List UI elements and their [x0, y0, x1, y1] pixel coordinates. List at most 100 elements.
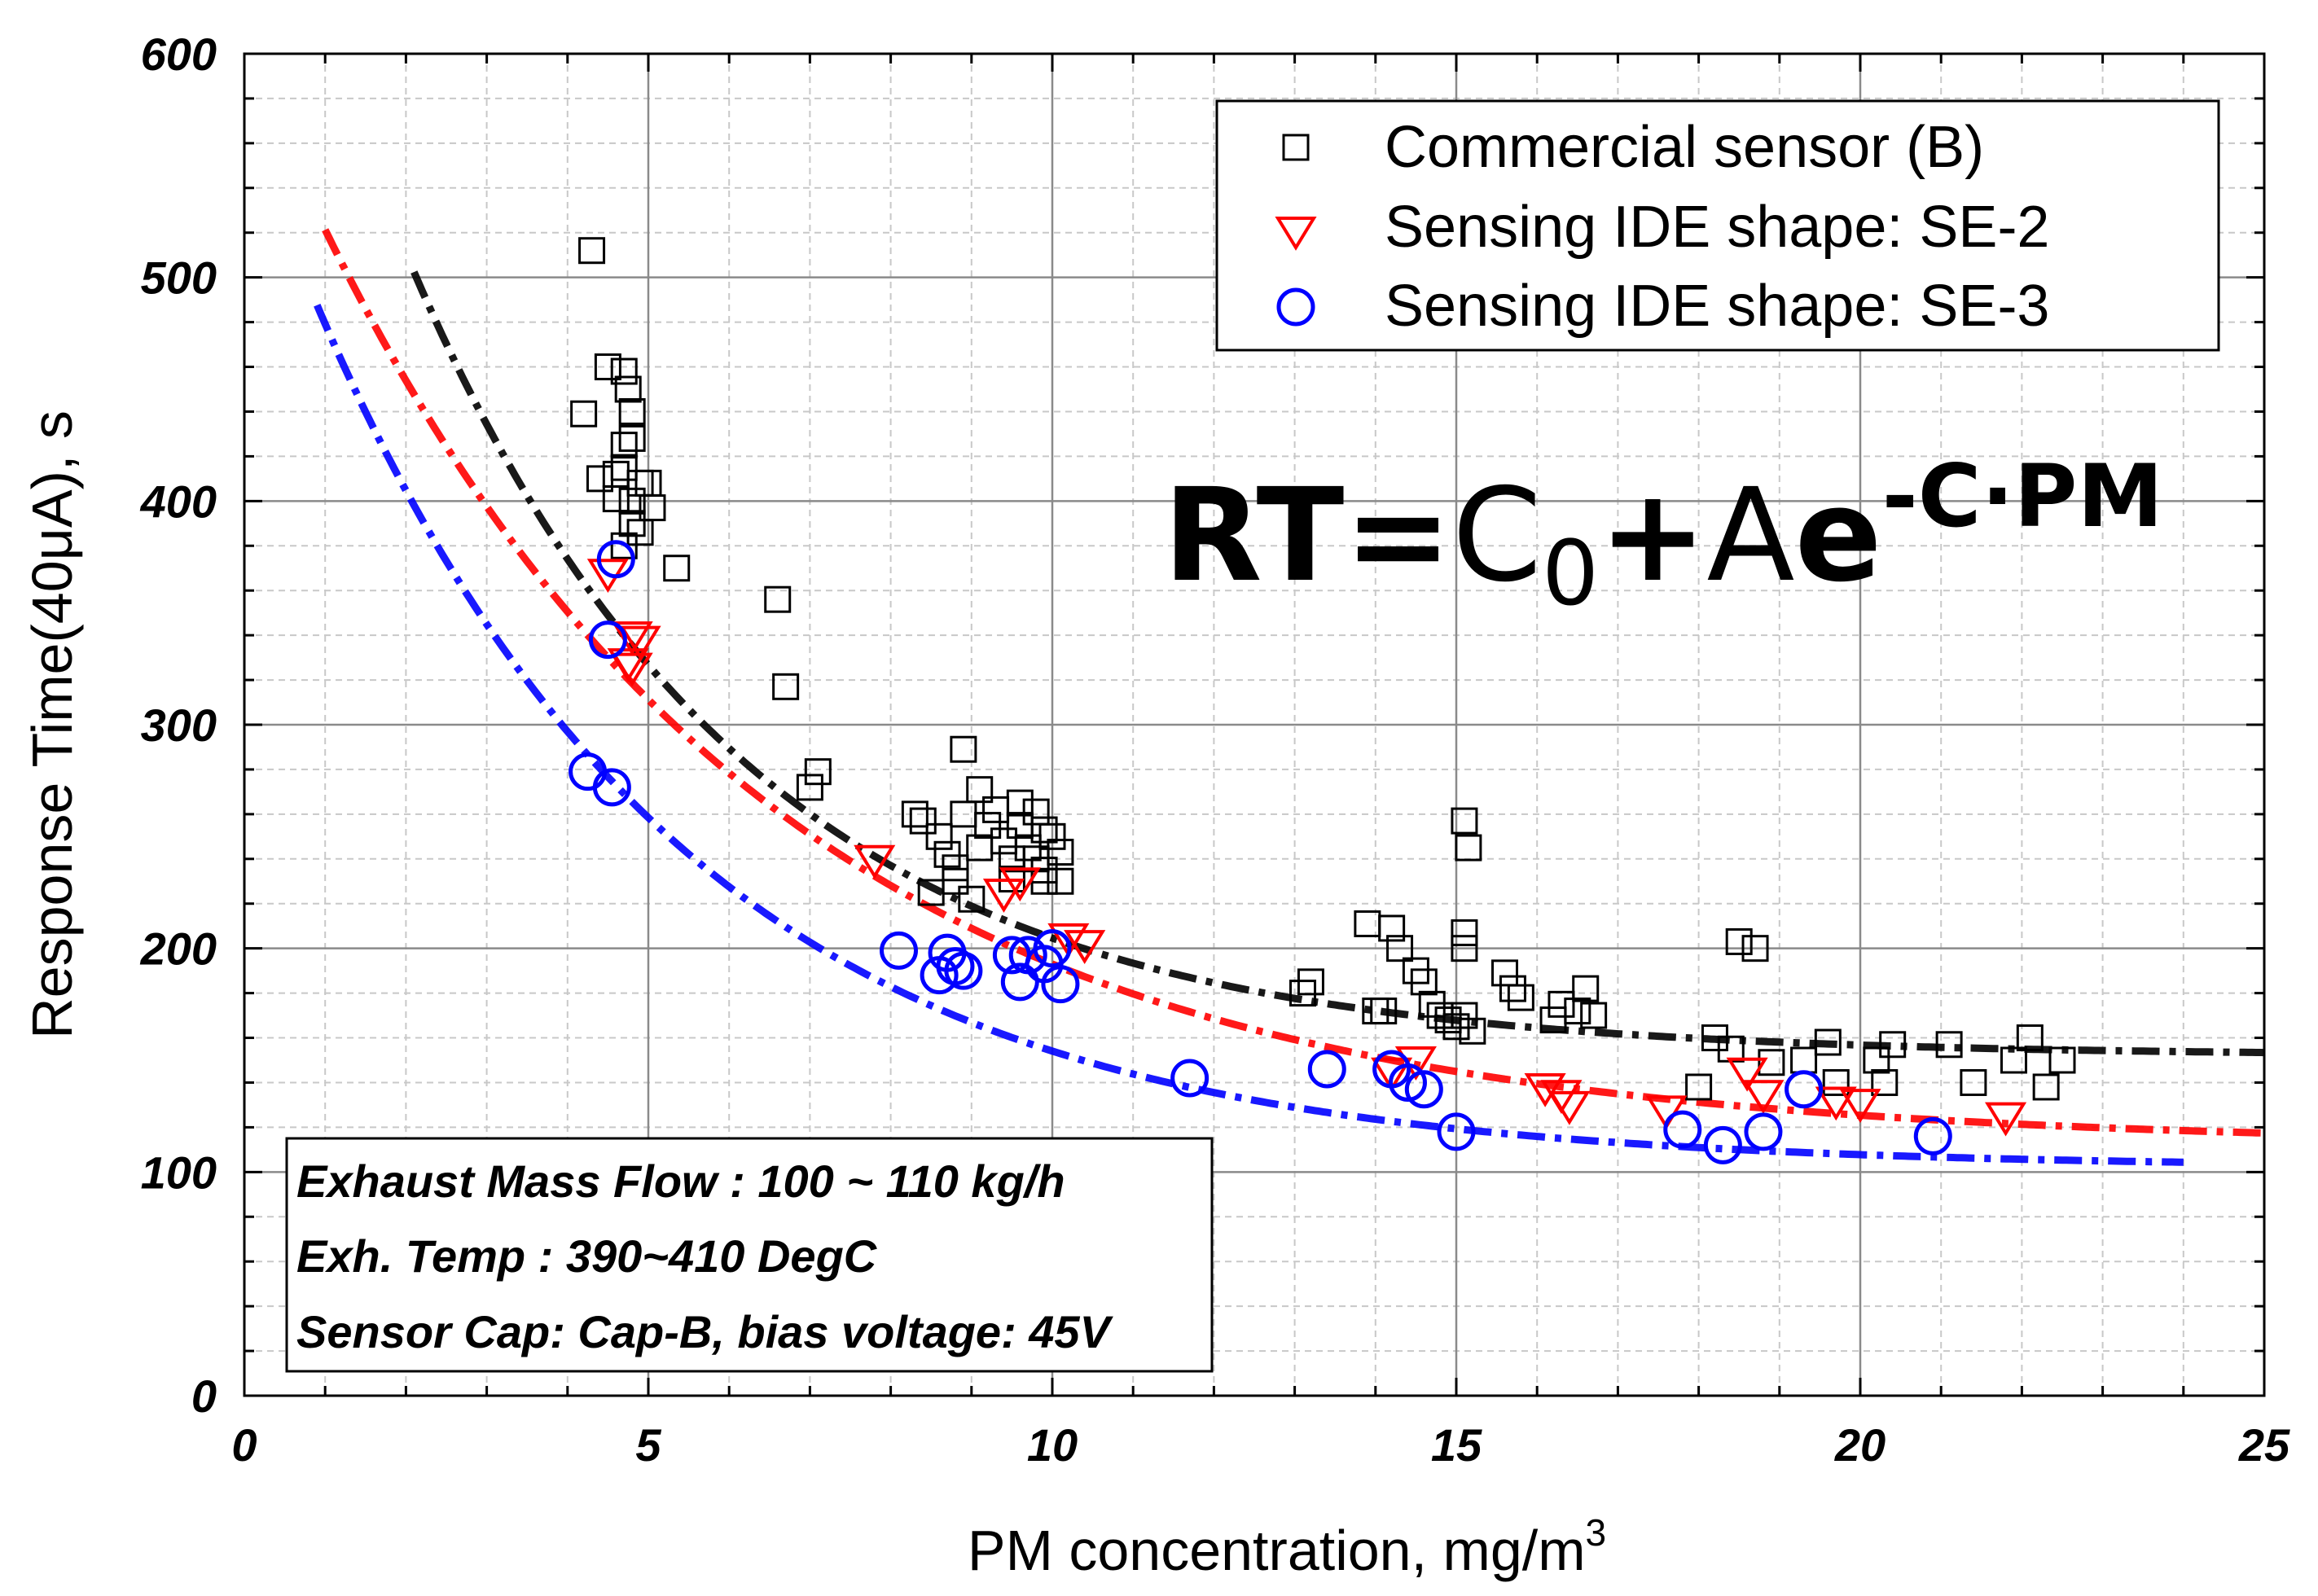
equation-c-subscript: 0: [1542, 521, 1599, 625]
x-tick-label: 20: [1834, 1419, 1886, 1471]
data-point-se2: [1047, 923, 1090, 958]
data-point-commercial: [950, 735, 977, 763]
equation-a: A: [1706, 461, 1794, 611]
condition-exhaust-temp: Exh. Temp : 390~410 DegC: [296, 1230, 878, 1282]
legend-label-se2: Sensing IDE shape: SE-2: [1385, 195, 2049, 260]
y-tick-label: 100: [141, 1147, 217, 1198]
data-point-commercial: [804, 758, 832, 786]
equation-plus: +: [1599, 461, 1706, 611]
data-point-commercial: [1564, 998, 1591, 1025]
data-point-commercial: [1362, 998, 1389, 1025]
data-point-se3: [592, 768, 631, 807]
y-tick-label: 500: [141, 252, 217, 304]
data-point-commercial: [570, 400, 598, 428]
data-point-se3: [1663, 1110, 1702, 1149]
data-point-se2: [1726, 1057, 1768, 1092]
legend-marker-se2-triangle: [1275, 217, 1317, 251]
data-point-commercial: [1451, 1002, 1478, 1029]
equation-rt: RT: [1163, 461, 1344, 611]
data-point-se2: [619, 625, 661, 660]
data-point-commercial: [1047, 867, 1074, 895]
data-point-commercial: [663, 555, 691, 582]
data-point-commercial: [1022, 798, 1050, 826]
data-point-commercial: [1580, 1002, 1608, 1029]
data-point-commercial: [1410, 968, 1438, 996]
data-point-commercial: [1741, 935, 1769, 962]
y-axis-title: Response Time(40μA), s: [20, 410, 84, 1039]
data-point-commercial: [610, 357, 638, 385]
data-point-se3: [1388, 1063, 1427, 1102]
equation-equals: =: [1344, 461, 1451, 611]
conditions-box: Exhaust Mass Flow : 100 ~ 110 kg/h Exh. …: [285, 1137, 1214, 1373]
data-point-se3: [1041, 965, 1080, 1004]
data-point-se3: [1033, 929, 1072, 968]
data-point-commercial: [1451, 807, 1478, 835]
data-point-commercial: [610, 454, 638, 481]
data-points: [569, 237, 2076, 1164]
legend-marker-se3-circle: [1276, 287, 1315, 327]
condition-sensor-cap: Sensor Cap: Cap-B, bias voltage: 45V: [296, 1306, 1114, 1357]
data-point-se3: [1437, 1112, 1476, 1151]
data-point-commercial: [618, 424, 646, 452]
x-tick-label: 25: [2238, 1419, 2290, 1471]
data-point-se2: [1839, 1089, 1881, 1124]
x-axis-title-superscript: 3: [1586, 1511, 1607, 1554]
axis-ticks: [243, 52, 2266, 1397]
condition-mass-flow: Exhaust Mass Flow : 100 ~ 110 kg/h: [296, 1155, 1065, 1207]
legend-label-commercial-sensor: Commercial sensor (B): [1385, 115, 1984, 180]
data-point-commercial: [1459, 1017, 1486, 1045]
data-point-se3: [1170, 1059, 1209, 1098]
data-point-commercial: [618, 397, 646, 425]
data-point-commercial: [614, 375, 642, 403]
data-point-se2: [1064, 930, 1106, 965]
data-point-commercial: [1572, 975, 1600, 1002]
legend-label-se3: Sensing IDE shape: SE-3: [1385, 274, 2049, 339]
conditions-frame: [285, 1137, 1214, 1373]
data-point-commercial: [764, 585, 792, 613]
x-tick-label: 5: [635, 1419, 661, 1471]
data-point-commercial: [594, 353, 621, 381]
data-point-commercial: [1386, 935, 1414, 962]
data-point-commercial: [1935, 1031, 1963, 1059]
data-point-se2: [982, 879, 1025, 913]
y-tick-label: 0: [191, 1370, 217, 1422]
data-point-se3: [588, 620, 627, 660]
legend: Commercial sensor (B) Sensing IDE shape:…: [1215, 99, 2220, 352]
data-point-commercial: [958, 885, 986, 913]
data-point-se3: [1913, 1116, 1952, 1155]
data-point-se3: [1000, 962, 1039, 1002]
data-point-commercial: [1006, 789, 1034, 817]
data-point-se3: [1307, 1050, 1346, 1089]
data-point-se2: [1548, 1090, 1591, 1125]
data-point-commercial: [618, 510, 646, 537]
data-point-se3: [880, 931, 919, 970]
x-tick-label: 10: [1027, 1419, 1078, 1471]
data-point-commercial: [2048, 1046, 2076, 1074]
x-tick-label: 15: [1431, 1419, 1482, 1471]
equation-e: e: [1795, 461, 1882, 611]
data-point-commercial: [974, 812, 1002, 840]
data-point-commercial: [2016, 1024, 2044, 1052]
data-point-se2: [1815, 1086, 1857, 1121]
data-point-commercial: [942, 867, 969, 895]
data-point-commercial: [2000, 1046, 2027, 1074]
x-axis-title-text: PM concentration, mg/m: [968, 1519, 1586, 1582]
data-point-commercial: [1451, 935, 1478, 962]
data-point-commercial: [1871, 1068, 1899, 1096]
y-tick-label: 300: [141, 699, 217, 751]
data-point-se3: [1703, 1125, 1742, 1164]
data-point-commercial: [1758, 1049, 1785, 1076]
data-point-commercial: [1863, 1046, 1890, 1074]
data-point-commercial: [1297, 968, 1324, 996]
equation-exponent: -C·PM: [1882, 446, 2163, 546]
legend-box: [1215, 99, 2220, 352]
equation-c: C: [1452, 461, 1542, 611]
data-point-se3: [936, 947, 975, 986]
data-point-commercial: [1960, 1068, 1987, 1096]
legend-marker-commercial-square: [1282, 134, 1310, 161]
axis-tick-labels: 0 5 10 15 20 25 0 100 200 300 400 500 600: [140, 28, 2290, 1471]
data-point-commercial: [1378, 914, 1406, 942]
data-point-commercial: [1685, 1073, 1713, 1101]
x-axis-title: PM concentration, mg/m3: [968, 1511, 1606, 1582]
